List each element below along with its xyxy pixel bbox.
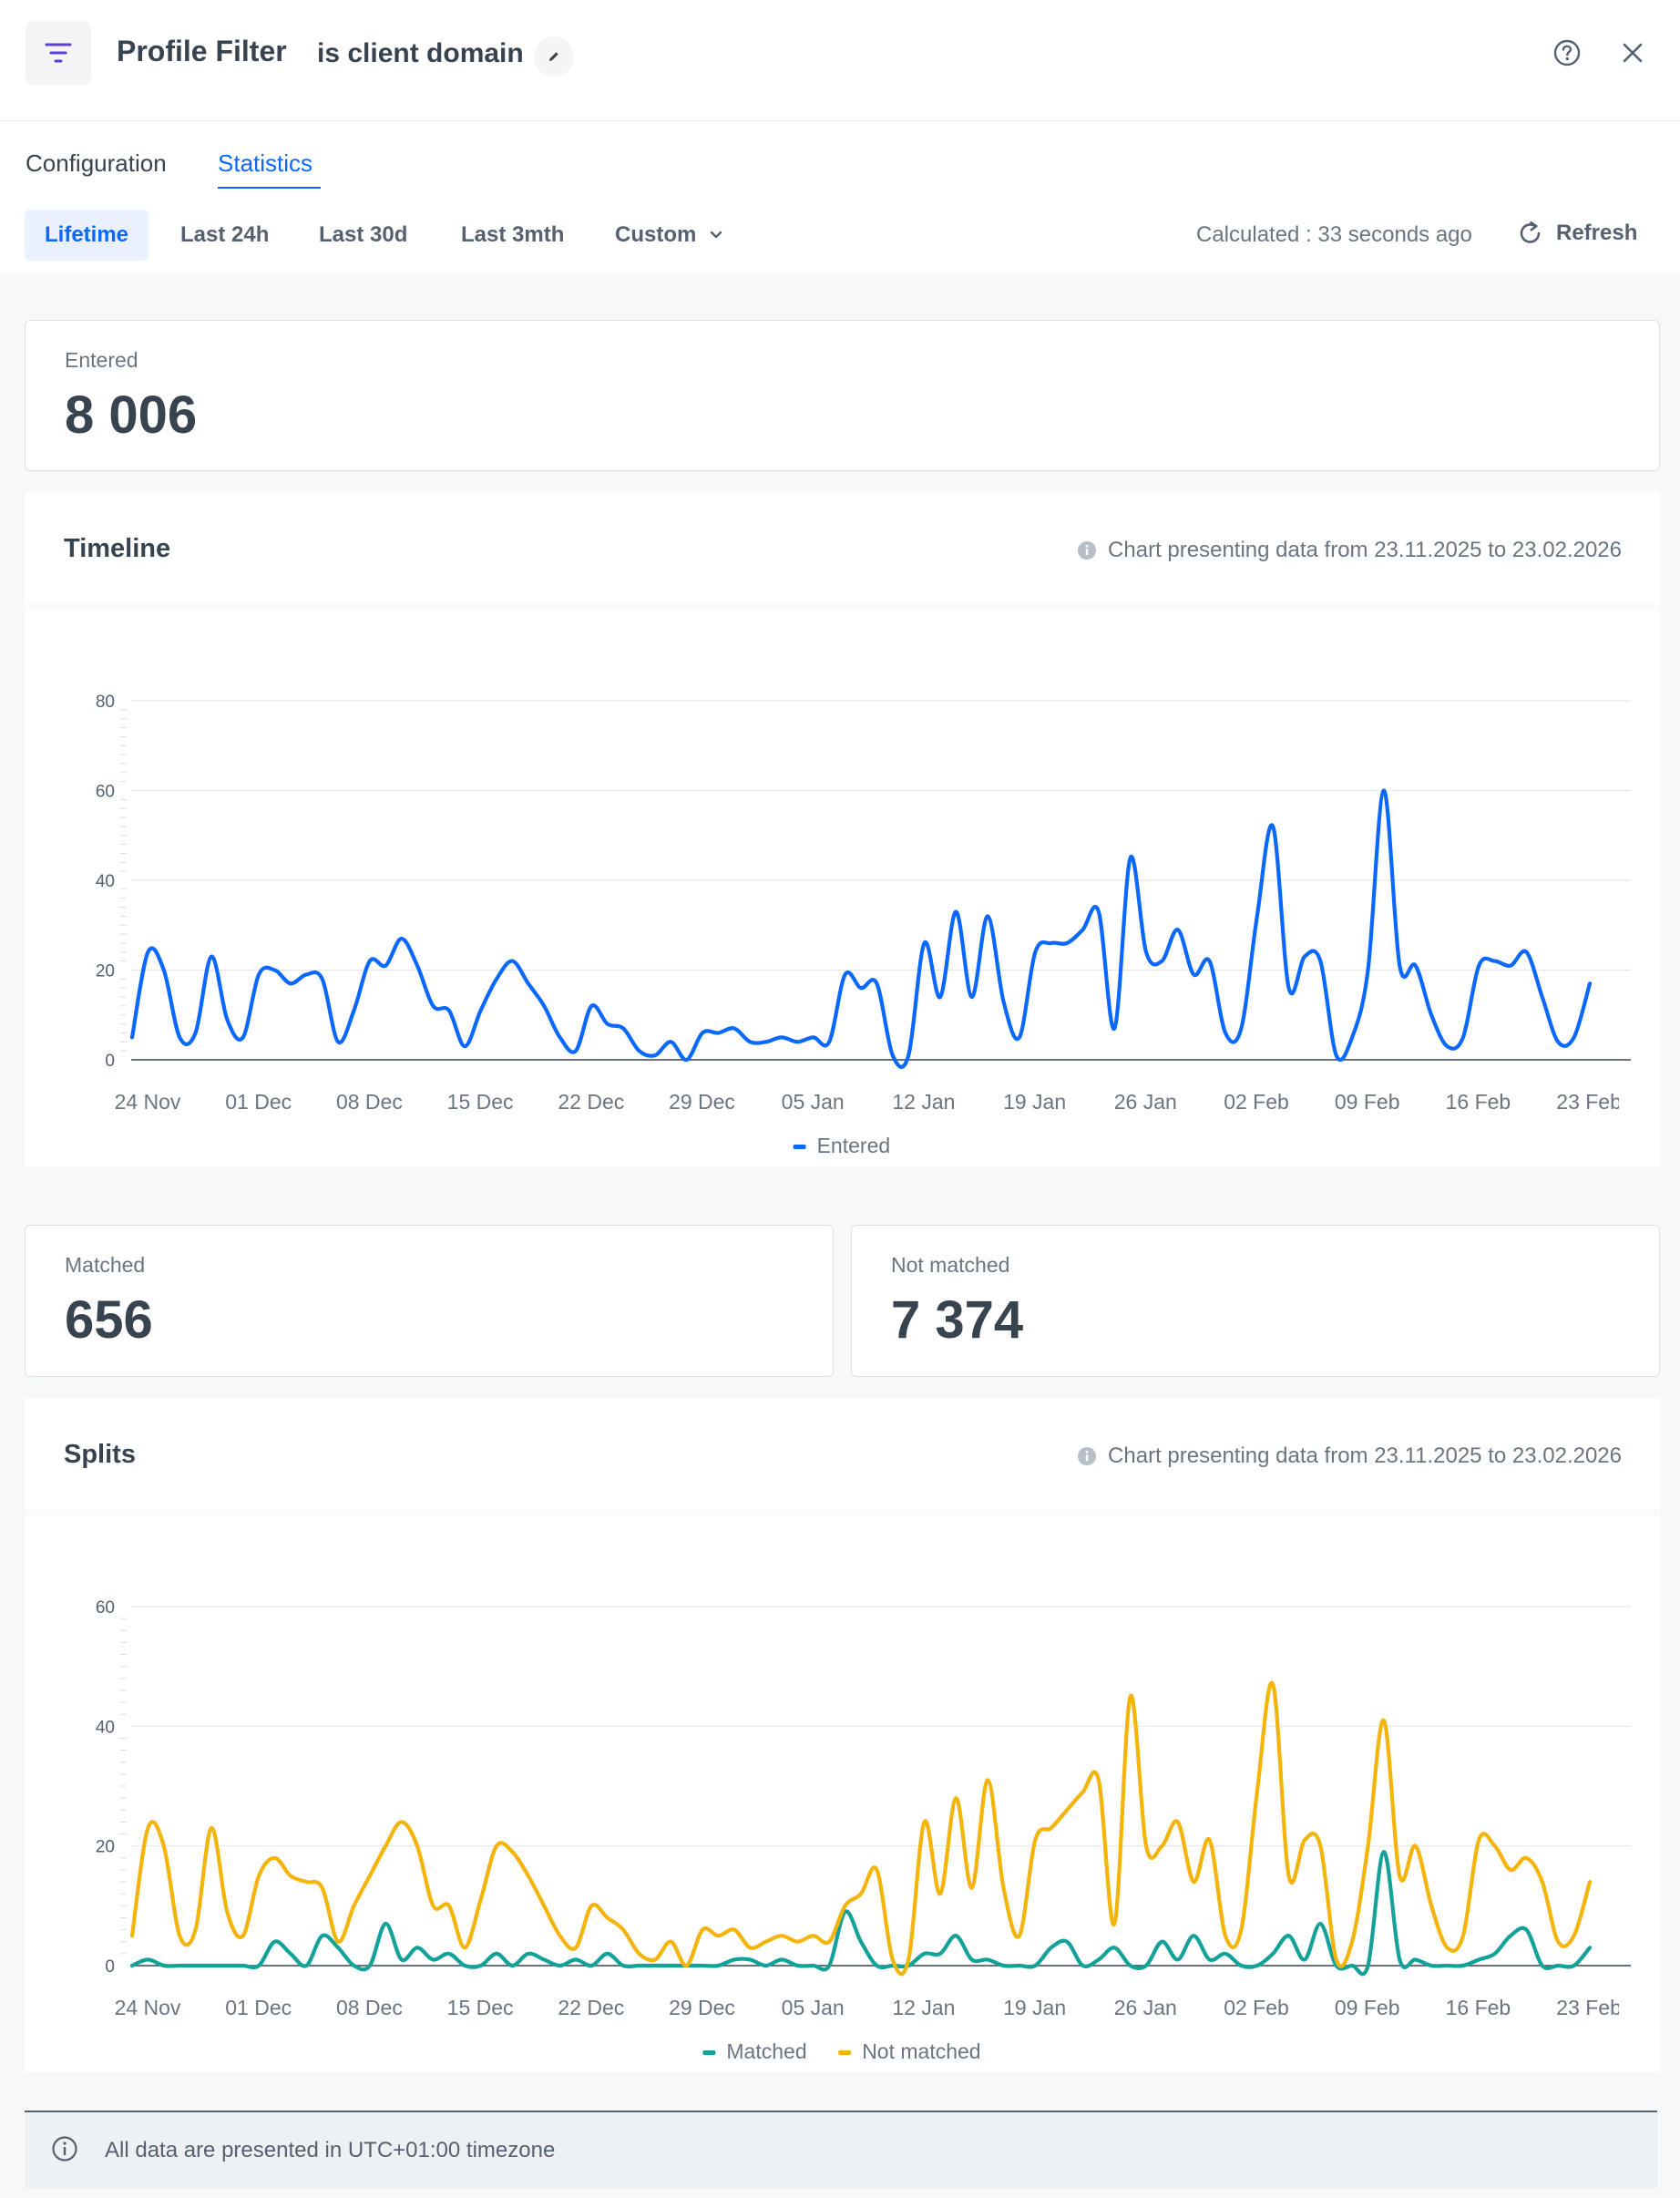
timeline-y-tick-label: 60 [96,783,115,802]
splits-note: Chart presenting data from 23.11.2025 to… [1077,1443,1622,1469]
not-matched-label: Not matched [891,1253,1010,1277]
splits-note-text: Chart presenting data from 23.11.2025 to… [1108,1443,1622,1468]
splits-y-tick-label: 0 [105,1957,115,1977]
timeline-x-tick-label: 26 Jan [1114,1090,1177,1114]
timeline-x-tick-label: 15 Dec [447,1090,514,1114]
timeline-chart: 0 20 40 60 80 24 Nov 01 Dec 08 Dec 15 Dec 22 Dec 2… [96,693,1660,1157]
timezone-footer: All data are presented in UTC+01:00 time… [25,2111,1657,2189]
active-tab-indicator [218,187,321,189]
range-lifetime[interactable]: Lifetime [25,210,149,261]
timeline-panel: Timeline Chart presenting data from 23.1… [25,492,1660,1166]
timeline-x-tick-label: 16 Feb [1446,1090,1511,1114]
timezone-text: All data are presented in UTC+01:00 time… [105,2138,556,2162]
splits-y-tick-label: 40 [96,1718,115,1737]
splits-label-mask [1619,1986,1660,2031]
timeline-x-tick-label: 05 Jan [782,1090,845,1114]
splits-legend-label-2[interactable]: Not matched [862,2039,980,2063]
chevron-down-icon [711,231,722,239]
info-icon [1078,541,1097,560]
timeline-series-line-1 [129,788,1593,1069]
splits-y-tick-label: 20 [96,1838,115,1857]
entered-card: Entered 8 006 [25,320,1660,471]
timeline-separator [25,603,1660,611]
splits-panel: Splits Chart presenting data from 23.11.… [25,1398,1660,2072]
splits-x-tick-label: 23 Feb [1556,1996,1622,2019]
help-circle-icon [1553,39,1581,67]
splits-y-tick-label: 60 [96,1598,115,1618]
splits-x-tick-label: 05 Jan [782,1996,845,2019]
splits-x-tick-label: 29 Dec [669,1996,735,2019]
timeline-title: Timeline [64,534,171,563]
splits-x-tick-label: 22 Dec [558,1996,624,2019]
range-last-24h[interactable]: Last 24h [180,222,270,247]
timeline-x-tick-label: 12 Jan [892,1090,955,1114]
splits-x-tick-label: 24 Nov [115,1996,181,2019]
close-button[interactable] [1614,35,1651,71]
timeline-x-tick-label: 22 Dec [558,1090,624,1114]
timeline-legend-label-1[interactable]: Entered [817,1134,891,1157]
range-last-3mth[interactable]: Last 3mth [461,222,565,247]
refresh-label: Refresh [1556,221,1638,245]
timeline-x-tick-label: 08 Dec [336,1090,403,1114]
timeline-note-text: Chart presenting data from 23.11.2025 to… [1108,538,1622,562]
timeline-x-tick-label: 01 Dec [225,1090,292,1114]
pencil-icon [549,52,558,61]
edit-button[interactable] [534,36,574,77]
matched-value: 656 [65,1290,153,1350]
calculated-time: Calculated : 33 seconds ago [1196,222,1472,247]
splits-legend-swatch-1 [702,2050,716,2055]
entered-label: Entered [65,348,138,372]
refresh-icon [1520,221,1541,243]
splits-x-tick-label: 26 Jan [1114,1996,1177,2019]
timeline-x-tick-label: 24 Nov [115,1090,181,1114]
not-matched-value: 7 374 [891,1290,1024,1350]
range-custom-dropdown[interactable]: Custom [595,210,745,261]
splits-title: Splits [64,1440,136,1469]
page-subtitle: is client domain [317,38,524,68]
splits-legend-label-1[interactable]: Matched [726,2039,806,2063]
splits-x-tick-label: 19 Jan [1003,1996,1066,2019]
splits-legend-swatch-2 [838,2050,852,2055]
tab-statistics[interactable]: Statistics [218,149,313,177]
splits-x-tick-label: 08 Dec [336,1996,403,2019]
range-custom-label: Custom [615,222,697,247]
timeline-y-tick-label: 0 [105,1052,115,1071]
splits-x-tick-label: 02 Feb [1224,1996,1289,2019]
refresh-button[interactable]: Refresh [1516,219,1637,248]
timeline-x-tick-label: 19 Jan [1003,1090,1066,1114]
matched-card: Matched 656 [25,1225,834,1377]
not-matched-card: Not matched 7 374 [851,1225,1660,1377]
header-divider [0,120,1680,121]
splits-x-tick-label: 12 Jan [892,1996,955,2019]
splits-chart: 0 20 40 60 24 Nov 01 Dec 08 Dec 15 Dec 22 Dec 29 … [96,1598,1660,2063]
timeline-note: Chart presenting data from 23.11.2025 to… [1077,538,1622,563]
close-icon [1623,43,1643,63]
splits-x-tick-label: 01 Dec [225,1996,292,2019]
splits-series-line-1 [129,1850,1593,1977]
info-outline-icon [52,2136,77,2162]
info-icon [1078,1447,1097,1465]
timeline-y-tick-label: 20 [96,962,115,981]
tab-configuration[interactable]: Configuration [26,149,167,177]
timeline-x-tick-label: 02 Feb [1224,1090,1289,1114]
timeline-x-tick-label: 09 Feb [1335,1090,1400,1114]
splits-x-tick-label: 15 Dec [447,1996,514,2019]
timeline-y-tick-label: 40 [96,872,115,891]
header-panel: Profile Filter is client domain Configur… [0,0,1680,273]
timeline-y-tick-label: 80 [96,693,115,712]
timeline-x-tick-label: 23 Feb [1556,1090,1622,1114]
splits-separator [25,1509,1660,1516]
splits-series-line-2 [129,1680,1593,1977]
help-button[interactable] [1549,35,1585,71]
splits-x-tick-label: 09 Feb [1335,1996,1400,2019]
page-title: Profile Filter [117,35,287,67]
timeline-x-tick-label: 29 Dec [669,1090,735,1114]
matched-label: Matched [65,1253,146,1277]
splits-x-tick-label: 16 Feb [1446,1996,1511,2019]
range-last-30d[interactable]: Last 30d [319,222,408,247]
entered-value: 8 006 [65,385,198,445]
timeline-label-mask [1619,1080,1660,1125]
timeline-legend-swatch-1 [793,1145,806,1149]
filter-icon [26,20,91,86]
